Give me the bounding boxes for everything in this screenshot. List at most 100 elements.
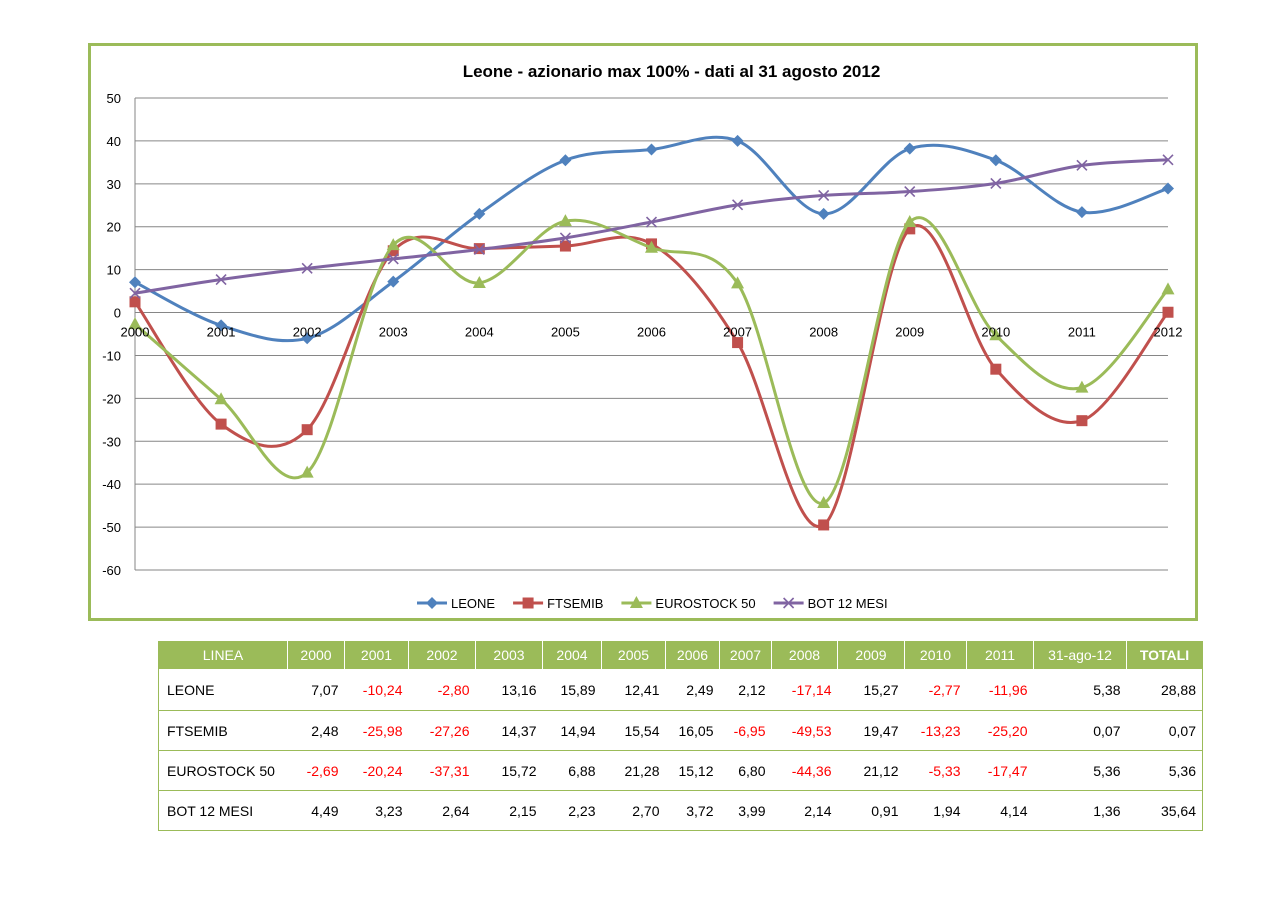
- x-tick-label: 2005: [551, 325, 580, 340]
- data-point: [818, 519, 830, 531]
- row-label: EUROSTOCK 50: [158, 750, 288, 791]
- y-tick-label: 40: [107, 134, 121, 149]
- data-point: [1075, 206, 1088, 219]
- y-tick-label: 50: [107, 91, 121, 106]
- data-point: [645, 240, 658, 253]
- data-point: [990, 363, 1002, 375]
- table-header-cell: 2008: [771, 641, 838, 669]
- data-point: [817, 496, 831, 509]
- series-bot-12-mesi: [129, 154, 1174, 299]
- data-point: [128, 317, 142, 330]
- table-cell: 4,14: [966, 790, 1034, 831]
- table-header-cell: 2003: [475, 641, 543, 669]
- table-cell: 19,47: [837, 710, 905, 751]
- table-cell: 15,27: [837, 668, 905, 711]
- table-cell: 3,23: [344, 790, 409, 831]
- table-cell: -11,96: [966, 668, 1034, 711]
- table-header-cell: 2006: [665, 641, 720, 669]
- data-point: [645, 143, 658, 156]
- table-header-cell: TOTALI: [1126, 641, 1203, 669]
- data-point: [386, 238, 400, 251]
- data-point: [387, 245, 399, 257]
- table-cell: 21,28: [601, 750, 666, 791]
- legend-label: FTSEMIB: [547, 596, 603, 611]
- table-cell: 7,07: [287, 668, 345, 711]
- series-line: [134, 216, 1170, 505]
- data-point: [215, 418, 227, 430]
- data-point: [559, 240, 571, 252]
- table-cell: -44,36: [771, 750, 838, 791]
- legend: LEONE FTSEMIB EUROSTOCK 50 BOT 12 MESI: [417, 596, 888, 611]
- data-point: [473, 243, 485, 256]
- table-header-cell: 2000: [287, 641, 345, 669]
- table-header-cell: 2010: [904, 641, 967, 669]
- legend-item: FTSEMIB: [513, 596, 603, 611]
- table-cell: 2,49: [665, 668, 720, 711]
- data-point: [473, 207, 486, 220]
- x-tick-label: 2000: [121, 325, 150, 340]
- data-point: [1075, 380, 1089, 393]
- data-table: LINEA 2000 2001 2002 2003 2004 2005 2006 2007 200…: [158, 641, 1203, 831]
- table-cell: 2,48: [287, 710, 345, 751]
- table-cell: 28,88: [1126, 668, 1203, 711]
- row-label: LEONE: [158, 668, 288, 711]
- x-tick-label: 2007: [723, 325, 752, 340]
- table-cell: 2,15: [475, 790, 543, 831]
- table-cell: -25,98: [344, 710, 409, 751]
- table-cell: -2,80: [408, 668, 476, 711]
- table-header-cell: 2011: [966, 641, 1034, 669]
- data-point: [558, 214, 572, 227]
- table-cell: 5,36: [1033, 750, 1127, 791]
- table-cell: 1,94: [904, 790, 967, 831]
- data-point: [1076, 415, 1088, 427]
- table-cell: -20,24: [344, 750, 409, 791]
- table-cell: 6,88: [542, 750, 602, 791]
- x-tick-label: 2002: [293, 325, 322, 340]
- table-cell: 6,80: [719, 750, 772, 791]
- line-chart: Leone - azionario max 100% - dati al 31 …: [102, 62, 1183, 611]
- table-cell: -2,69: [287, 750, 345, 791]
- table-header-cell: 2004: [542, 641, 602, 669]
- y-tick-label: -60: [102, 563, 121, 578]
- table-cell: 2,12: [719, 668, 772, 711]
- table-cell: 21,12: [837, 750, 905, 791]
- table-cell: -5,33: [904, 750, 967, 791]
- data-point: [1161, 282, 1175, 295]
- table-cell: 0,91: [837, 790, 905, 831]
- y-tick-label: 10: [107, 263, 121, 278]
- data-point: [732, 199, 744, 211]
- table-cell: -13,23: [904, 710, 967, 751]
- legend-item: BOT 12 MESI: [773, 596, 888, 611]
- x-tick-label: 2001: [207, 325, 236, 340]
- y-tick-label: -50: [102, 520, 121, 535]
- data-point: [990, 177, 1002, 189]
- data-point: [1076, 159, 1088, 171]
- data-point: [129, 296, 141, 308]
- table-row: FTSEMIB 2,48 -25,98 -27,26 14,37 14,94 15,54 16…: [158, 710, 1203, 751]
- y-tick-label: 30: [107, 177, 121, 192]
- table-cell: 4,49: [287, 790, 345, 831]
- data-point: [559, 232, 571, 244]
- y-tick-label: 20: [107, 220, 121, 235]
- table-cell: 0,07: [1033, 710, 1127, 751]
- data-point: [129, 287, 141, 299]
- x-tick-label: 2012: [1154, 325, 1183, 340]
- legend-item: EUROSTOCK 50: [621, 596, 756, 611]
- data-point: [818, 189, 830, 201]
- x-tick-label: 2008: [809, 325, 838, 340]
- table-header-row: LINEA 2000 2001 2002 2003 2004 2005 2006 2007 200…: [158, 641, 1203, 669]
- y-tick-label: -20: [102, 391, 121, 406]
- table-cell: -17,14: [771, 668, 838, 711]
- table-header-cell: LINEA: [158, 641, 288, 669]
- chart-container: Leone - azionario max 100% - dati al 31 …: [88, 43, 1198, 621]
- table-cell: 1,36: [1033, 790, 1127, 831]
- table-cell: 16,05: [665, 710, 720, 751]
- series-eurostock-50: [128, 214, 1175, 509]
- table-cell: -6,95: [719, 710, 772, 751]
- x-tick-label: 2006: [637, 325, 666, 340]
- table-row: EUROSTOCK 50 -2,69 -20,24 -37,31 15,72 6,88 21…: [158, 750, 1203, 791]
- data-point: [989, 154, 1002, 167]
- data-point: [215, 319, 228, 332]
- table-cell: 2,14: [771, 790, 838, 831]
- data-point: [559, 154, 572, 167]
